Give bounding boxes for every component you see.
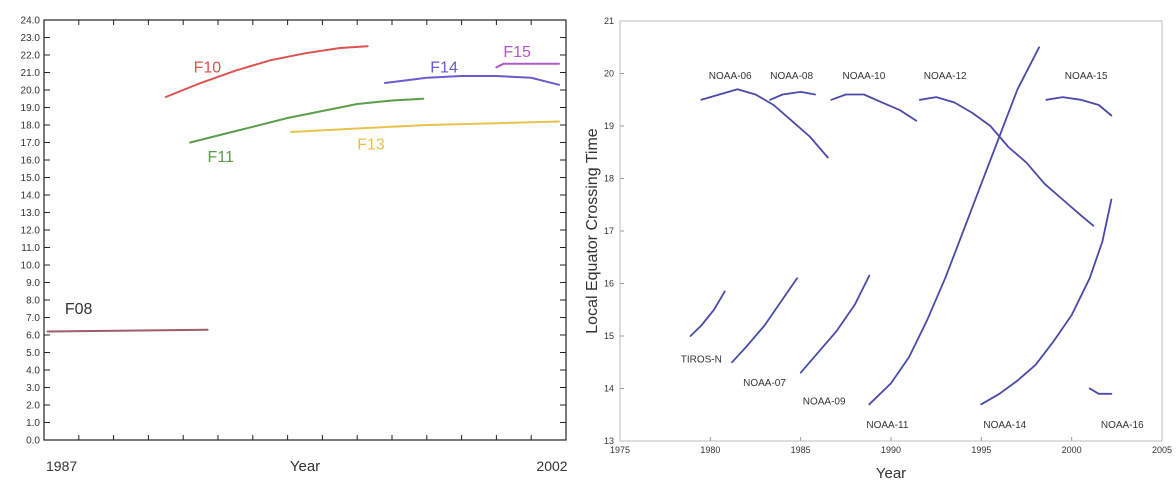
series-label-noaa-16: NOAA-16 [1101, 420, 1144, 431]
left-y-tick-label: 4.0 [26, 366, 40, 377]
series-line-noaa-06 [700, 88, 829, 159]
series-label-tiros-n: TIROS-N [681, 354, 722, 365]
left-y-tick-label: 9.0 [26, 278, 40, 289]
series-line-f11 [189, 97, 425, 144]
right-plot-frame [619, 20, 1163, 442]
series-line-f15 [495, 62, 560, 69]
left-y-tick-label: 16.0 [21, 156, 41, 167]
left-y-tick-label: 5.0 [26, 348, 40, 359]
left-y-tick-label: 22.0 [21, 51, 41, 62]
right-x-tick-label: 1995 [971, 445, 991, 455]
series-label-f11: F11 [208, 149, 234, 166]
series-line-noaa-16 [1088, 387, 1113, 395]
left-y-tick-label: 3.0 [26, 383, 40, 394]
series-line-noaa-08 [769, 91, 816, 101]
series-line-noaa-15 [1045, 96, 1113, 117]
left-y-tick-label: 6.0 [26, 331, 40, 342]
series-line-f10 [164, 45, 369, 98]
right-x-tick-label: 1980 [700, 445, 720, 455]
left-y-tick-label: 11.0 [21, 243, 40, 254]
right-y-tick-label: 14 [604, 384, 614, 394]
left-y-tick-label: 14.0 [21, 191, 41, 202]
right-x-tick-label: 1985 [791, 445, 811, 455]
right-x-tick-label: 1990 [881, 445, 901, 455]
series-label-noaa-06: NOAA-06 [709, 71, 752, 82]
right-x-axis-label: Year [876, 465, 906, 482]
left-y-tick-label: 13.0 [21, 208, 41, 219]
series-label-noaa-11: NOAA-11 [866, 420, 908, 431]
series-line-f13 [290, 120, 560, 133]
left-y-tick-label: 10.0 [21, 261, 41, 272]
right-x-tick-label: 1975 [610, 445, 630, 455]
left-y-tick-label: 17.0 [21, 138, 41, 149]
left-y-tick-label: 15.0 [21, 173, 41, 184]
series-line-tiros-n [689, 290, 726, 337]
left-y-tick-label: 7.0 [26, 313, 40, 324]
series-label-noaa-07: NOAA-07 [743, 378, 786, 389]
chart-dmsp-crossing-times: 0.0 1.0 2.0 3.0 4.0 5.0 6.0 7.0 8.0 9.0 10.0 11.0 12… [21, 16, 568, 476]
series-line-noaa-07 [731, 277, 798, 364]
series-label-f13: F13 [357, 137, 385, 154]
left-y-tick-label: 19.0 [21, 103, 41, 114]
right-x-tick-label: 2000 [1062, 445, 1082, 455]
right-x-tick-label: 2005 [1152, 445, 1172, 455]
series-label-f10: F10 [194, 60, 222, 77]
right-y-tick-label: 15 [604, 331, 614, 341]
right-y-tick-label: 21 [604, 16, 614, 26]
series-label-noaa-10: NOAA-10 [843, 71, 886, 82]
right-y-tick-label: 13 [604, 436, 614, 446]
left-x-axis-label: Year [290, 458, 320, 475]
series-label-f08: F08 [65, 301, 93, 318]
left-y-tick-label: 12.0 [21, 226, 41, 237]
series-label-f14: F14 [430, 60, 458, 77]
right-y-tick-label: 16 [604, 279, 614, 289]
left-y-tick-label: 1.0 [26, 418, 40, 429]
left-y-tick-label: 18.0 [21, 121, 41, 132]
right-y-tick-label: 17 [604, 226, 614, 236]
left-y-tick-label: 0.0 [26, 436, 40, 447]
series-label-noaa-15: NOAA-15 [1065, 71, 1108, 82]
series-line-noaa-14 [980, 198, 1113, 406]
left-y-tick-label: 2.0 [26, 401, 40, 412]
series-line-noaa-11 [868, 46, 1040, 406]
left-x-tick-label: 2002 [536, 458, 567, 474]
left-y-tick-label: 20.0 [21, 86, 41, 97]
right-y-tick-label: 19 [604, 121, 614, 131]
left-y-tick-label: 21.0 [21, 68, 41, 79]
series-label-noaa-08: NOAA-08 [770, 71, 813, 82]
series-label-noaa-09: NOAA-09 [803, 396, 846, 407]
series-line-f08 [46, 328, 209, 333]
right-y-tick-label: 20 [604, 69, 614, 79]
left-y-tick-label: 8.0 [26, 296, 40, 307]
right-y-tick-label: 18 [604, 174, 614, 184]
series-line-noaa-10 [830, 93, 918, 122]
left-y-tick-label: 23.0 [21, 33, 41, 44]
left-plot-frame [43, 19, 567, 441]
series-line-noaa-12 [919, 96, 1095, 227]
series-label-noaa-14: NOAA-14 [983, 420, 1026, 431]
series-line-f14 [384, 75, 560, 86]
left-x-tick-label: 1987 [46, 458, 77, 474]
series-label-noaa-12: NOAA-12 [924, 71, 967, 82]
series-line-noaa-09 [799, 274, 871, 374]
left-y-tick-label: 24.0 [21, 16, 41, 27]
series-label-f15: F15 [503, 44, 531, 61]
